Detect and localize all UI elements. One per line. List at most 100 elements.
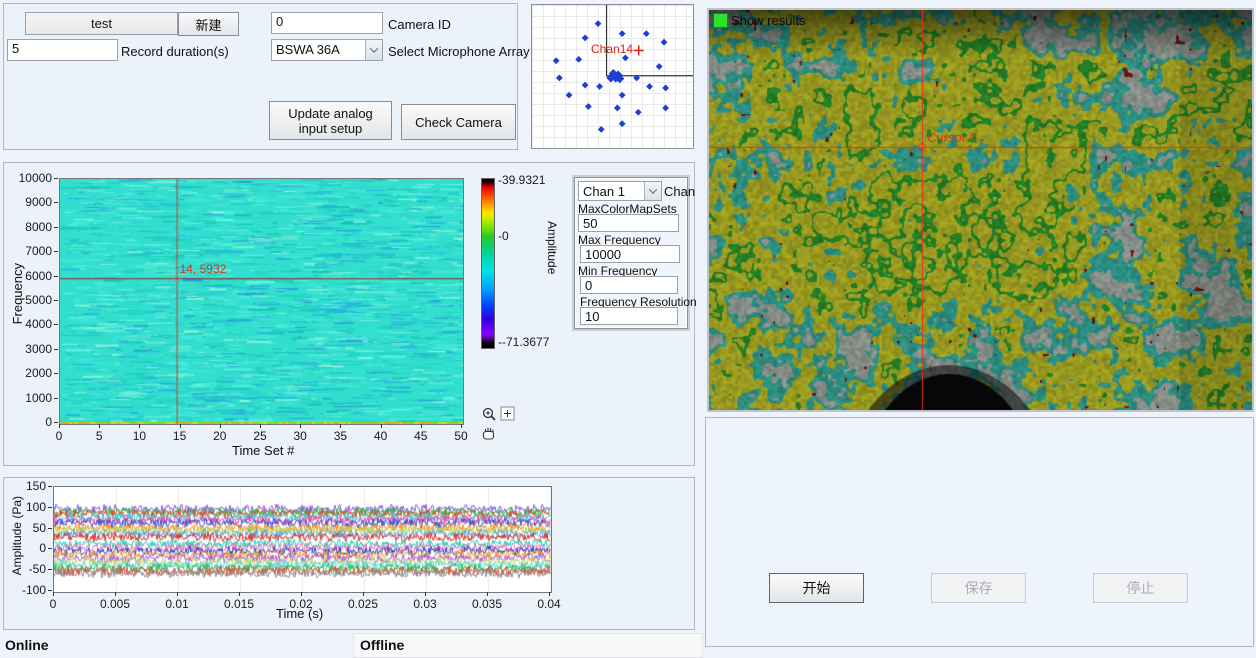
spectrogram-y-tick-label: 9000 bbox=[10, 195, 52, 209]
tab-offline-label: Offline bbox=[360, 637, 404, 653]
stop-button[interactable]: 停止 bbox=[1093, 573, 1188, 603]
array-axes bbox=[607, 5, 693, 76]
pan-tool-icon[interactable] bbox=[481, 426, 497, 441]
chan-dropdown-arrow[interactable] bbox=[644, 182, 661, 200]
save-button[interactable]: 保存 bbox=[931, 573, 1026, 603]
mic-points bbox=[553, 20, 669, 133]
spectrogram-x-tick-label: 45 bbox=[401, 429, 441, 443]
waveform-y-tick-label: -50 bbox=[12, 562, 46, 576]
spectrogram-x-tick-label: 20 bbox=[200, 429, 240, 443]
waveform-x-tick-label: 0.03 bbox=[403, 597, 447, 611]
spectrogram-y-tick-label: 3000 bbox=[10, 342, 52, 356]
spectrogram-x-tick bbox=[99, 424, 100, 428]
spectrogram-y-tick bbox=[54, 251, 58, 252]
spectrogram-x-tick bbox=[260, 424, 261, 428]
spectrogram-x-tick bbox=[180, 424, 181, 428]
spectrogram-y-tick bbox=[54, 202, 58, 203]
spectrogram-y-tick-label: 7000 bbox=[10, 244, 52, 258]
waveform-x-tick bbox=[301, 592, 302, 596]
action-panel: 开始 保存 停止 bbox=[705, 417, 1254, 647]
chan-label: Chan bbox=[664, 184, 695, 199]
camera-cursor-label[interactable]: Cursor 0 bbox=[927, 130, 977, 145]
update-analog-input-label: Update analog input setup bbox=[276, 106, 385, 136]
cursor-tool-icon[interactable] bbox=[500, 406, 515, 421]
waveform-x-tick-label: 0.035 bbox=[465, 597, 509, 611]
waveform-y-tick-label: 0 bbox=[12, 541, 46, 555]
mic-array-label: Select Microphone Array bbox=[388, 44, 530, 59]
new-button[interactable]: 新建 bbox=[178, 12, 239, 36]
spectrogram-y-tick-label: 8000 bbox=[10, 220, 52, 234]
spectrogram-xlabel: Time Set # bbox=[232, 443, 294, 458]
test-name-field[interactable]: test bbox=[25, 12, 178, 35]
spectrogram-y-tick-label: 6000 bbox=[10, 269, 52, 283]
spectrogram-x-tick-label: 30 bbox=[280, 429, 320, 443]
waveform-y-tick-label: 50 bbox=[12, 521, 46, 535]
spectrogram-y-tick bbox=[54, 373, 58, 374]
waveform-x-tick-label: 0.025 bbox=[341, 597, 385, 611]
new-button-label: 新建 bbox=[195, 15, 221, 34]
chan-dropdown[interactable]: Chan 1 bbox=[578, 181, 662, 201]
waveform-y-tick bbox=[48, 569, 52, 570]
dropdown-arrow[interactable] bbox=[365, 40, 382, 60]
spectrogram-panel: Frequency Time Set # 14, 5932 -39.9321 -… bbox=[3, 162, 695, 466]
mic-array-dropdown[interactable]: BSWA 36A bbox=[271, 39, 383, 61]
waveform-x-tick bbox=[115, 592, 116, 596]
tab-online[interactable]: Online bbox=[5, 637, 49, 653]
waveform-y-tick-label: -100 bbox=[12, 583, 46, 597]
waveform-y-tick bbox=[48, 507, 52, 508]
spectrogram-y-tick bbox=[54, 422, 58, 423]
waveform-y-tick-label: 150 bbox=[12, 479, 46, 493]
spectrogram-y-tick bbox=[54, 227, 58, 228]
waveform-x-tick bbox=[487, 592, 488, 596]
chan-cursor[interactable] bbox=[634, 45, 644, 55]
show-results-checkbox[interactable] bbox=[713, 13, 728, 28]
zoom-tool-icon[interactable] bbox=[481, 406, 498, 423]
spectrogram-y-tick bbox=[54, 349, 58, 350]
config-panel: test 新建 5 Record duration(s) 0 Camera ID… bbox=[3, 3, 518, 150]
chan-cursor-label: Chan14 bbox=[591, 42, 633, 56]
chevron-down-icon bbox=[649, 185, 657, 193]
waveform-plot[interactable] bbox=[53, 486, 552, 593]
spectrogram-plot[interactable] bbox=[59, 178, 464, 425]
acoustic-overlay-canvas[interactable] bbox=[709, 10, 1252, 410]
spectrogram-y-tick bbox=[54, 324, 58, 325]
start-button-label: 开始 bbox=[803, 578, 831, 598]
waveform-x-tick-label: 0.02 bbox=[279, 597, 323, 611]
waveform-panel: Amplitude (Pa) Time (s) 00.0050.010.0150… bbox=[3, 477, 695, 630]
acoustic-camera-view[interactable]: Show results Cursor 0 bbox=[707, 8, 1254, 412]
spectrogram-x-tick-label: 0 bbox=[39, 429, 79, 443]
max-colormap-input[interactable]: 50 bbox=[578, 214, 679, 232]
spectrogram-x-tick-label: 50 bbox=[441, 429, 481, 443]
spectrogram-cursor-label[interactable]: 14, 5932 bbox=[180, 262, 227, 276]
check-camera-button[interactable]: Check Camera bbox=[401, 104, 516, 140]
max-frequency-input[interactable]: 10000 bbox=[580, 245, 680, 263]
spectrogram-x-tick-label: 35 bbox=[320, 429, 360, 443]
colorbar-min-label: --71.3677 bbox=[498, 335, 549, 349]
spectrogram-x-tick bbox=[300, 424, 301, 428]
waveform-x-tick-label: 0 bbox=[31, 597, 75, 611]
waveform-x-tick-label: 0.04 bbox=[527, 597, 571, 611]
waveform-y-tick bbox=[48, 528, 52, 529]
start-button[interactable]: 开始 bbox=[769, 573, 864, 603]
record-duration-label: Record duration(s) bbox=[121, 44, 229, 59]
spectrogram-x-tick-label: 10 bbox=[119, 429, 159, 443]
amplitude-colorbar[interactable] bbox=[481, 178, 495, 349]
spectrogram-y-tick-label: 10000 bbox=[10, 171, 52, 185]
freq-resolution-input[interactable]: 10 bbox=[580, 307, 678, 325]
mic-array-plot[interactable]: Chan14 bbox=[531, 4, 694, 149]
record-duration-input[interactable]: 5 bbox=[7, 39, 118, 61]
mic-array-canvas bbox=[532, 5, 693, 148]
spectrogram-x-tick-label: 40 bbox=[361, 429, 401, 443]
waveform-x-tick bbox=[363, 592, 364, 596]
update-analog-input-button[interactable]: Update analog input setup bbox=[269, 101, 392, 140]
spectrogram-x-tick bbox=[381, 424, 382, 428]
stop-button-label: 停止 bbox=[1127, 578, 1155, 598]
min-frequency-input[interactable]: 0 bbox=[580, 276, 678, 294]
show-results-label: Show results bbox=[731, 13, 805, 28]
camera-id-input[interactable]: 0 bbox=[271, 12, 383, 34]
spectrogram-x-tick-label: 15 bbox=[160, 429, 200, 443]
tab-offline[interactable]: Offline bbox=[353, 633, 703, 658]
check-camera-label: Check Camera bbox=[415, 115, 502, 130]
spectrogram-x-tick bbox=[139, 424, 140, 428]
spectrogram-y-tick-label: 0 bbox=[10, 415, 52, 429]
